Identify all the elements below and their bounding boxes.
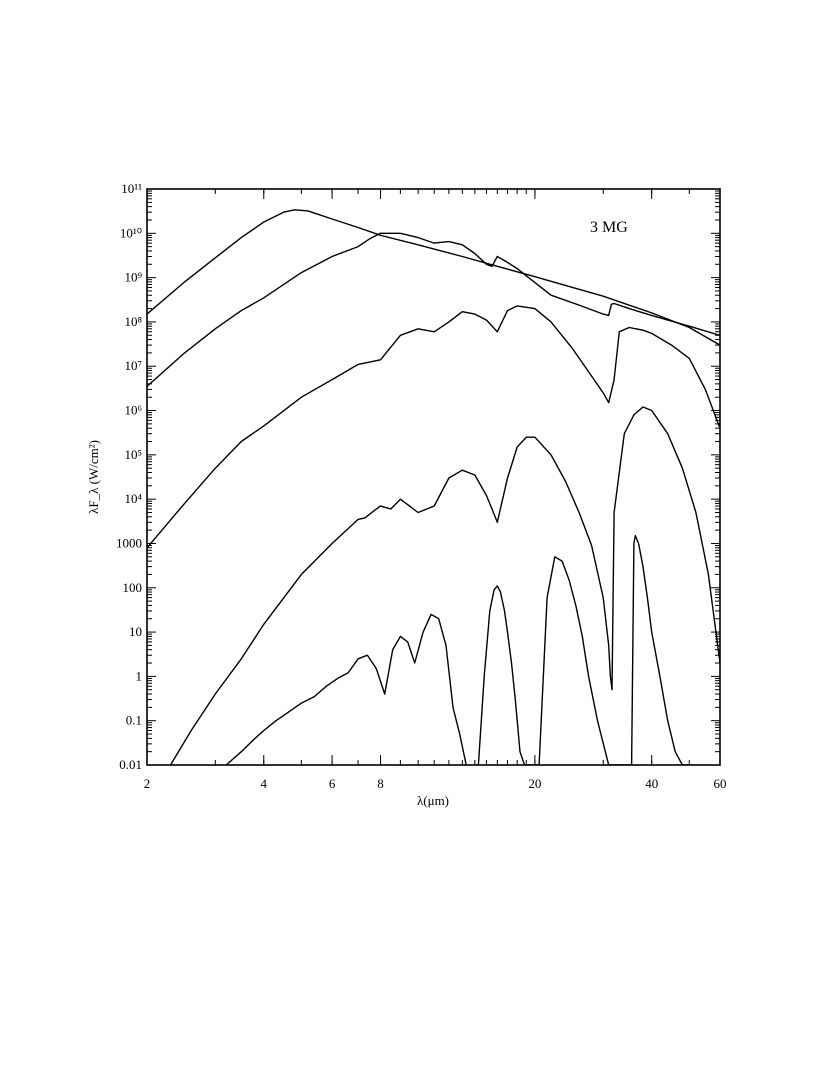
series-line-5 <box>225 535 694 765</box>
plot-series <box>147 209 720 765</box>
y-tick-label: 10⁷ <box>124 358 142 373</box>
y-axis-label: λF_λ (W/cm²) <box>86 440 101 514</box>
y-tick-label: 10⁵ <box>124 447 142 462</box>
x-tick-label: 2 <box>144 776 151 791</box>
y-tick-label: 1 <box>136 668 143 683</box>
axis-ticks <box>146 188 721 766</box>
x-tick-label: 60 <box>714 776 727 791</box>
x-tick-label: 40 <box>645 776 658 791</box>
y-tick-label: 10 <box>129 624 142 639</box>
y-tick-label: 10¹⁰ <box>120 225 142 240</box>
y-tick-label: 10⁸ <box>124 314 142 329</box>
x-tick-label: 4 <box>261 776 268 791</box>
x-tick-label: 20 <box>528 776 541 791</box>
x-tick-label: 6 <box>329 776 336 791</box>
x-axis-label: λ(μm) <box>417 793 449 808</box>
x-tick-label: 8 <box>377 776 384 791</box>
y-tick-label: 10⁶ <box>124 403 142 418</box>
series-line-3 <box>147 305 720 549</box>
y-tick-label: 0.01 <box>119 757 142 772</box>
y-tick-label: 10⁴ <box>124 491 142 506</box>
series-line-1 <box>147 209 720 346</box>
series-line-2 <box>147 232 720 388</box>
y-tick-label: 100 <box>123 580 143 595</box>
y-tick-label: 1000 <box>116 535 142 550</box>
series-line-4 <box>169 406 720 765</box>
field-annotation: 3 MG <box>590 219 628 236</box>
y-tick-label: 10¹¹ <box>121 181 142 196</box>
axis-tick-labels: 0.01 0.1 1 10 100 1000 10⁴ 10⁵ 10⁶ 10⁷ 10⁸ 10⁹ 10¹⁰ 1… <box>116 181 727 791</box>
y-tick-label: 10⁹ <box>124 270 142 285</box>
plot-frame <box>146 188 721 766</box>
y-tick-label: 0.1 <box>126 713 142 728</box>
